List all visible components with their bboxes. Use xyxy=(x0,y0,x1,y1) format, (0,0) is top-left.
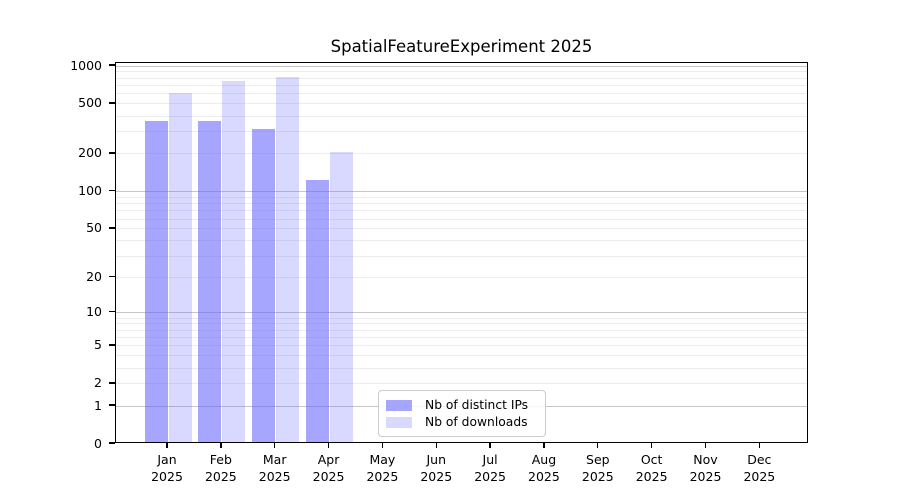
legend-swatch-downloads xyxy=(386,417,412,428)
x-tick-mark xyxy=(166,443,167,448)
y-tick-label-200: 200 xyxy=(38,145,102,160)
x-tick-mark xyxy=(759,443,760,448)
x-tick-mark xyxy=(328,443,329,448)
legend-swatch-distinct-ips xyxy=(386,400,412,411)
download-stats-chart: SpatialFeatureExperiment 2025 0 1 2 5 10 20 50… xyxy=(0,0,900,500)
bar-distinct-ips-apr xyxy=(306,180,329,442)
bar-downloads-feb xyxy=(222,81,245,442)
y-tick-label-500: 500 xyxy=(38,95,102,110)
gridline-minor xyxy=(116,85,807,86)
y-tick-label-5: 5 xyxy=(38,337,102,352)
legend-item-downloads: Nb of downloads xyxy=(386,414,537,431)
plot-area xyxy=(115,62,808,443)
legend-item-distinct-ips: Nb of distinct IPs xyxy=(386,397,537,414)
y-tick-label-0: 0 xyxy=(38,436,102,451)
bar-downloads-mar xyxy=(276,77,299,442)
y-tick-mark xyxy=(109,227,115,228)
x-tick-mark xyxy=(651,443,652,448)
y-tick-label-50: 50 xyxy=(38,220,102,235)
chart-title: SpatialFeatureExperiment 2025 xyxy=(115,37,808,56)
y-tick-mark xyxy=(109,276,115,277)
y-tick-mark xyxy=(109,64,115,65)
x-tick-mark xyxy=(274,443,275,448)
x-tick-mark xyxy=(382,443,383,448)
x-tick-mark xyxy=(543,443,544,448)
bar-distinct-ips-feb xyxy=(198,121,221,442)
y-tick-mark xyxy=(109,311,115,312)
y-tick-mark xyxy=(109,190,115,191)
legend: Nb of distinct IPs Nb of downloads xyxy=(378,390,546,437)
y-tick-label-1000: 1000 xyxy=(38,58,102,73)
gridline-minor xyxy=(116,103,807,104)
y-tick-mark xyxy=(109,404,115,405)
y-tick-label-100: 100 xyxy=(38,183,102,198)
gridline-major xyxy=(116,66,807,67)
bar-distinct-ips-mar xyxy=(252,129,275,442)
bar-downloads-apr xyxy=(330,152,353,442)
x-tick-label-dec: Dec2025 xyxy=(727,452,791,485)
x-tick-mark xyxy=(489,443,490,448)
y-tick-label-10: 10 xyxy=(38,304,102,319)
y-tick-label-2: 2 xyxy=(38,375,102,390)
y-tick-label-1: 1 xyxy=(38,398,102,413)
legend-label-downloads: Nb of downloads xyxy=(425,415,528,430)
gridline-minor xyxy=(116,93,807,94)
y-tick-mark xyxy=(109,344,115,345)
y-tick-mark xyxy=(109,382,115,383)
y-tick-label-20: 20 xyxy=(38,269,102,284)
gridline-minor xyxy=(116,71,807,72)
y-tick-mark xyxy=(109,442,115,443)
x-tick-mark xyxy=(597,443,598,448)
gridline-minor xyxy=(116,78,807,79)
x-tick-mark xyxy=(705,443,706,448)
bar-distinct-ips-jan xyxy=(145,121,168,442)
x-tick-mark xyxy=(220,443,221,448)
y-tick-mark xyxy=(109,152,115,153)
x-tick-mark xyxy=(436,443,437,448)
y-tick-mark xyxy=(109,102,115,103)
legend-label-distinct-ips: Nb of distinct IPs xyxy=(425,398,528,413)
gridline-minor xyxy=(116,116,807,117)
bar-downloads-jan xyxy=(169,93,192,442)
